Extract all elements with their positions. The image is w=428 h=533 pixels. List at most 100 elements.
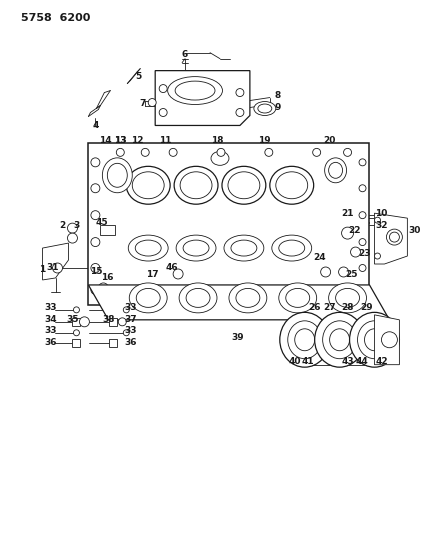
Text: 33: 33 (124, 326, 137, 335)
Text: 31: 31 (46, 263, 59, 272)
Text: 14: 14 (99, 136, 112, 145)
Text: 33: 33 (44, 326, 57, 335)
Text: 1: 1 (39, 265, 46, 274)
Text: 9: 9 (275, 103, 281, 112)
Text: 37: 37 (124, 316, 137, 324)
Ellipse shape (126, 166, 170, 204)
Text: 4: 4 (92, 121, 98, 130)
Text: 12: 12 (131, 136, 143, 145)
Ellipse shape (179, 283, 217, 313)
Text: 23: 23 (358, 248, 371, 257)
Circle shape (321, 267, 330, 277)
Ellipse shape (330, 329, 350, 351)
Text: 30: 30 (408, 225, 421, 235)
Circle shape (74, 307, 80, 313)
Circle shape (148, 99, 156, 107)
Circle shape (359, 264, 366, 271)
Ellipse shape (258, 104, 272, 113)
Bar (89, 143, 369, 305)
Text: 35: 35 (66, 316, 79, 324)
Circle shape (68, 233, 77, 243)
Circle shape (53, 263, 62, 273)
Text: 20: 20 (324, 136, 336, 145)
Circle shape (236, 88, 244, 96)
Ellipse shape (279, 283, 317, 313)
Circle shape (374, 253, 380, 259)
Text: 3: 3 (73, 221, 80, 230)
Text: 40: 40 (288, 357, 301, 366)
Circle shape (359, 185, 366, 192)
Circle shape (359, 159, 366, 166)
Text: 7: 7 (139, 99, 146, 108)
Circle shape (74, 330, 80, 336)
Ellipse shape (329, 283, 366, 313)
Text: 33: 33 (44, 303, 57, 312)
Ellipse shape (132, 172, 164, 199)
Circle shape (359, 239, 366, 246)
Text: 46: 46 (166, 263, 178, 272)
Ellipse shape (129, 283, 167, 313)
Circle shape (169, 148, 177, 156)
Text: 29: 29 (360, 303, 373, 312)
Ellipse shape (229, 283, 267, 313)
Text: 17: 17 (146, 270, 158, 279)
Ellipse shape (323, 321, 357, 359)
Ellipse shape (280, 312, 330, 367)
Ellipse shape (288, 321, 322, 359)
Ellipse shape (128, 235, 168, 261)
Text: 21: 21 (341, 209, 354, 217)
Circle shape (91, 211, 100, 220)
Ellipse shape (231, 240, 257, 256)
Circle shape (91, 184, 100, 193)
Text: 36: 36 (44, 338, 57, 348)
Text: 11: 11 (159, 136, 171, 145)
Bar (101, 225, 115, 235)
Ellipse shape (136, 288, 160, 308)
Text: 41: 41 (301, 357, 314, 366)
Polygon shape (155, 71, 250, 125)
Ellipse shape (176, 235, 216, 261)
Ellipse shape (224, 235, 264, 261)
Circle shape (265, 148, 273, 156)
Ellipse shape (315, 312, 365, 367)
Text: 6: 6 (182, 50, 188, 59)
Circle shape (389, 232, 399, 242)
Ellipse shape (270, 166, 314, 204)
Ellipse shape (175, 81, 215, 100)
Polygon shape (374, 213, 407, 264)
Text: 26: 26 (309, 303, 321, 312)
Text: 10: 10 (375, 209, 388, 217)
Text: 34: 34 (44, 316, 57, 324)
Text: 25: 25 (345, 270, 358, 279)
Circle shape (91, 263, 100, 272)
Circle shape (123, 330, 129, 336)
Text: 32: 32 (375, 221, 388, 230)
Bar (72, 339, 80, 347)
Circle shape (98, 283, 108, 293)
Ellipse shape (329, 163, 342, 178)
Text: 19: 19 (259, 136, 271, 145)
Text: 13: 13 (114, 136, 127, 145)
Text: 36: 36 (124, 338, 137, 348)
Circle shape (173, 269, 183, 279)
Ellipse shape (186, 288, 210, 308)
Ellipse shape (279, 240, 305, 256)
Circle shape (351, 247, 360, 257)
Ellipse shape (228, 172, 260, 199)
Circle shape (342, 227, 354, 239)
Text: 43: 43 (341, 357, 354, 366)
Ellipse shape (357, 321, 392, 359)
Text: 27: 27 (323, 303, 336, 312)
Circle shape (116, 148, 124, 156)
Ellipse shape (276, 172, 308, 199)
Text: 15: 15 (90, 268, 103, 277)
Bar (109, 339, 117, 347)
Text: 44: 44 (355, 357, 368, 366)
Polygon shape (374, 315, 399, 365)
Ellipse shape (102, 158, 132, 193)
Circle shape (141, 148, 149, 156)
Ellipse shape (183, 240, 209, 256)
Circle shape (159, 85, 167, 93)
Ellipse shape (325, 158, 347, 183)
Circle shape (159, 109, 167, 117)
